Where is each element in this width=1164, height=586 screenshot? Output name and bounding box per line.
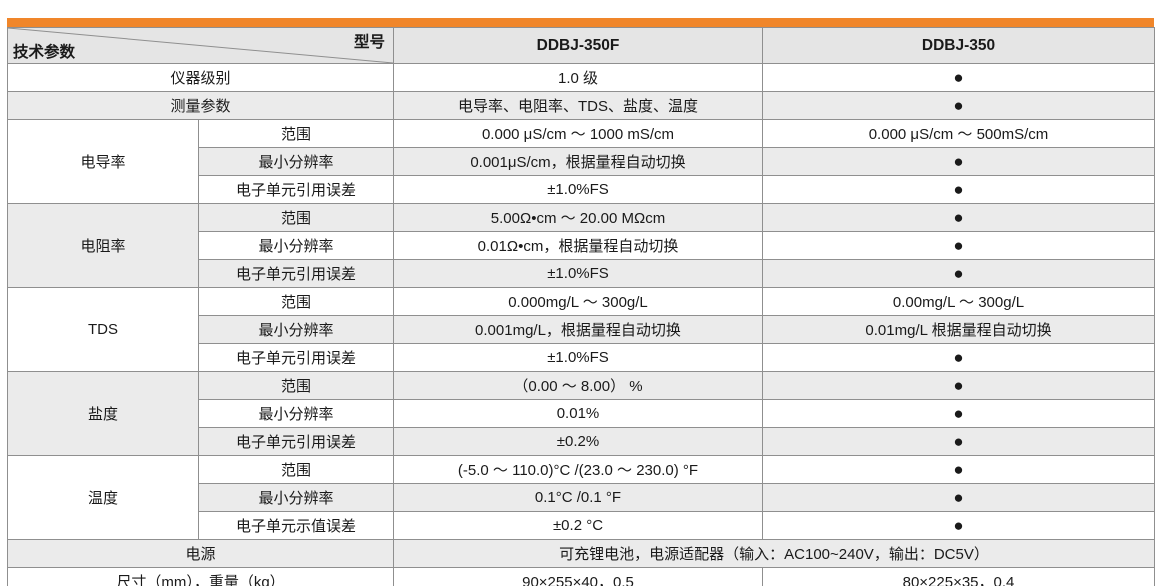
accent-bar	[7, 18, 1154, 27]
value-cell: 1.0 级	[393, 63, 763, 92]
value-cell: 0.000 μS/cm ～ 500mS/cm	[762, 119, 1155, 148]
table-row: 温度 范围 (-5.0 ～ 110.0)°C /(23.0 ～ 230.0) °F ●	[7, 455, 1155, 540]
table-row: 电导率 范围 0.000 μS/cm ～ 1000 mS/cm 0.000 μS/cm…	[7, 119, 1155, 204]
param-label-cell: 电子单元引用误差	[198, 343, 394, 372]
param-label-cell: 最小分辨率	[198, 231, 394, 260]
param-label-cell: 电子单元示值误差	[198, 511, 394, 540]
value-cell: 可充锂电池，电源适配器（输入：AC100~240V，输出：DC5V）	[393, 539, 1155, 568]
filled-circle-marker: ●	[762, 259, 1155, 288]
filled-circle-marker: ●	[762, 91, 1155, 120]
value-cell: 0.01Ω•cm，根据量程自动切换	[393, 231, 763, 260]
value-cell: 80×225×35，0.4	[762, 567, 1155, 586]
filled-circle-marker: ●	[762, 175, 1155, 204]
table-row: 最小分辨率 0.001mg/L，根据量程自动切换 0.01mg/L 根据量程自动切换	[8, 315, 1155, 344]
diagonal-divider	[8, 28, 393, 63]
value-cell: 0.000 μS/cm ～ 1000 mS/cm	[393, 119, 763, 148]
param-label-cell: 最小分辨率	[198, 315, 394, 344]
param-label-cell: 电子单元引用误差	[198, 259, 394, 288]
spec-table-body: 仪器级别 1.0 级 ● 测量参数 电导率、电阻率、TDS、盐度、温度 ● 电导率 范围 0.0…	[7, 63, 1155, 586]
filled-circle-marker: ●	[762, 511, 1155, 540]
filled-circle-marker: ●	[762, 427, 1155, 456]
value-cell: 90×255×40，0.5	[393, 567, 763, 586]
param-label-cell: 最小分辨率	[198, 147, 394, 176]
value-cell: 0.00mg/L ～ 300g/L	[762, 287, 1155, 316]
filled-circle-marker: ●	[762, 63, 1155, 92]
category-cell: 电阻率	[7, 203, 199, 288]
table-row: 电源 可充锂电池，电源适配器（输入：AC100~240V，输出：DC5V）	[7, 539, 1155, 568]
value-cell: ±1.0%FS	[393, 175, 763, 204]
param-label-cell: 范围	[198, 119, 394, 148]
corner-model-label: 型号	[353, 34, 385, 51]
param-label-cell: 尺寸（mm），重量（kg）	[7, 567, 394, 586]
table-row: TDS 范围 0.000mg/L ～ 300g/L 0.00mg/L ～ 300g/L	[7, 287, 1155, 372]
table-row: 尺寸（mm），重量（kg） 90×255×40，0.5 80×225×35，0.4	[7, 567, 1155, 586]
category-cell: 温度	[7, 455, 199, 540]
value-cell: 0.1°C /0.1 °F	[393, 483, 763, 512]
param-label-cell: 范围	[198, 287, 394, 316]
table-row: 盐度 范围 （0.00 ～ 8.00） % ●	[7, 371, 1155, 456]
table-row: 最小分辨率 0.01Ω•cm，根据量程自动切换 ●	[8, 231, 1155, 260]
value-cell: ±1.0%FS	[393, 343, 763, 372]
table-row: 电子单元示值误差 ±0.2 °C ●	[8, 511, 1155, 540]
category-cell: 电导率	[7, 119, 199, 204]
value-cell: (-5.0 ～ 110.0)°C /(23.0 ～ 230.0) °F	[393, 455, 763, 484]
table-row: 测量参数 电导率、电阻率、TDS、盐度、温度 ●	[7, 91, 1155, 120]
value-cell: 电导率、电阻率、TDS、盐度、温度	[393, 91, 763, 120]
category-cell: TDS	[7, 287, 199, 372]
filled-circle-marker: ●	[762, 399, 1155, 428]
value-cell: 0.001μS/cm，根据量程自动切换	[393, 147, 763, 176]
param-label-cell: 最小分辨率	[198, 399, 394, 428]
value-cell: ±0.2%	[393, 427, 763, 456]
table-row: 仪器级别 1.0 级 ●	[7, 63, 1155, 92]
value-cell: （0.00 ～ 8.00） %	[393, 371, 763, 400]
filled-circle-marker: ●	[762, 455, 1155, 484]
filled-circle-marker: ●	[762, 343, 1155, 372]
value-cell: 0.01mg/L 根据量程自动切换	[762, 315, 1155, 344]
value-cell: ±0.2 °C	[393, 511, 763, 540]
filled-circle-marker: ●	[762, 483, 1155, 512]
param-label-cell: 电源	[7, 539, 394, 568]
value-cell: 0.01%	[393, 399, 763, 428]
spec-table: 型号 技术参数 DDBJ-350F DDBJ-350 仪器级别 1.0 级 ● 测量参…	[7, 27, 1155, 586]
table-row: 电子单元引用误差 ±0.2% ●	[8, 427, 1155, 456]
param-label-cell: 范围	[198, 455, 394, 484]
column-header-ddbj-350: DDBJ-350	[762, 27, 1155, 64]
table-row: 电子单元引用误差 ±1.0%FS ●	[8, 175, 1155, 204]
table-header-row: 型号 技术参数 DDBJ-350F DDBJ-350	[7, 27, 1155, 64]
value-cell: 0.001mg/L，根据量程自动切换	[393, 315, 763, 344]
filled-circle-marker: ●	[762, 371, 1155, 400]
param-label-cell: 最小分辨率	[198, 483, 394, 512]
value-cell: ±1.0%FS	[393, 259, 763, 288]
table-row: 电子单元引用误差 ±1.0%FS ●	[8, 259, 1155, 288]
table-row: 电阻率 范围 5.00Ω•cm ～ 20.00 MΩcm ●	[7, 203, 1155, 288]
filled-circle-marker: ●	[762, 203, 1155, 232]
param-label-cell: 范围	[198, 371, 394, 400]
filled-circle-marker: ●	[762, 147, 1155, 176]
param-label-cell: 测量参数	[7, 91, 394, 120]
column-header-ddbj-350f: DDBJ-350F	[393, 27, 763, 64]
value-cell: 5.00Ω•cm ～ 20.00 MΩcm	[393, 203, 763, 232]
corner-params-label: 技术参数	[13, 44, 76, 61]
category-cell: 盐度	[7, 371, 199, 456]
spec-table-container: 型号 技术参数 DDBJ-350F DDBJ-350 仪器级别 1.0 级 ● 测量参…	[7, 18, 1155, 586]
param-label-cell: 范围	[198, 203, 394, 232]
param-label-cell: 仪器级别	[7, 63, 394, 92]
filled-circle-marker: ●	[762, 231, 1155, 260]
param-label-cell: 电子单元引用误差	[198, 175, 394, 204]
corner-header-cell: 型号 技术参数	[7, 27, 394, 64]
value-cell: 0.000mg/L ～ 300g/L	[393, 287, 763, 316]
param-label-cell: 电子单元引用误差	[198, 427, 394, 456]
